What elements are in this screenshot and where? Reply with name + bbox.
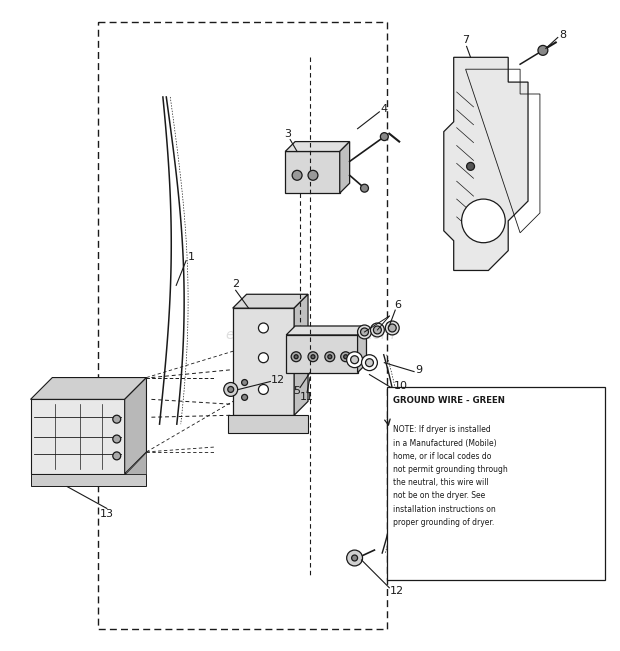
Polygon shape [285,141,350,152]
Polygon shape [286,326,366,335]
Text: 9: 9 [415,365,423,374]
Circle shape [228,387,234,393]
Circle shape [341,352,351,362]
Polygon shape [232,308,294,415]
Polygon shape [444,57,528,270]
Circle shape [347,550,363,566]
Text: 4: 4 [381,104,388,114]
Circle shape [361,355,378,370]
Circle shape [388,324,396,332]
Polygon shape [340,141,350,193]
Circle shape [325,352,335,362]
Polygon shape [125,378,146,474]
Circle shape [291,352,301,362]
Circle shape [347,352,363,368]
Circle shape [467,162,474,171]
Circle shape [292,171,302,180]
Circle shape [373,326,381,334]
Text: 3: 3 [284,129,291,139]
Polygon shape [228,415,308,433]
Text: eReplacementParts.com: eReplacementParts.com [225,328,395,342]
Text: 7: 7 [462,35,469,46]
Text: 10: 10 [394,381,408,391]
Text: 5: 5 [294,387,301,396]
Circle shape [113,452,121,460]
Circle shape [361,328,368,336]
Text: 12: 12 [271,374,285,385]
Text: NOTE: If dryer is installed
in a Manufactured (Mobile)
home, or if local codes d: NOTE: If dryer is installed in a Manufac… [392,425,508,527]
Circle shape [352,555,358,561]
Circle shape [259,385,268,395]
Circle shape [462,199,505,243]
Circle shape [366,359,373,367]
Circle shape [113,415,121,423]
Circle shape [308,352,318,362]
Circle shape [358,325,371,339]
Polygon shape [125,452,146,474]
Circle shape [294,355,298,359]
Circle shape [538,46,548,55]
Circle shape [385,321,399,335]
Polygon shape [358,326,366,372]
Text: 2: 2 [232,279,239,289]
Circle shape [311,355,315,359]
Circle shape [224,383,237,396]
Polygon shape [286,335,358,372]
Circle shape [308,171,318,180]
Bar [98,22,387,629]
Circle shape [242,395,247,400]
Circle shape [242,380,247,385]
Circle shape [113,435,121,443]
Circle shape [361,184,368,192]
Circle shape [259,323,268,333]
Text: GROUND WIRE - GREEN: GROUND WIRE - GREEN [392,396,505,405]
Text: 11: 11 [300,393,314,402]
Polygon shape [285,152,340,193]
Text: 8: 8 [559,29,566,40]
Circle shape [259,353,268,363]
Circle shape [351,355,358,364]
Text: 1: 1 [188,251,195,262]
Text: 13: 13 [100,509,114,519]
Text: 6: 6 [395,300,402,310]
Circle shape [328,355,332,359]
Polygon shape [232,294,308,308]
Bar [387,387,605,581]
Circle shape [380,133,388,141]
Polygon shape [294,294,308,415]
Polygon shape [30,399,125,474]
Text: 12: 12 [390,586,404,596]
Circle shape [371,323,384,337]
Polygon shape [30,378,146,399]
Circle shape [343,355,348,359]
Polygon shape [30,474,146,486]
